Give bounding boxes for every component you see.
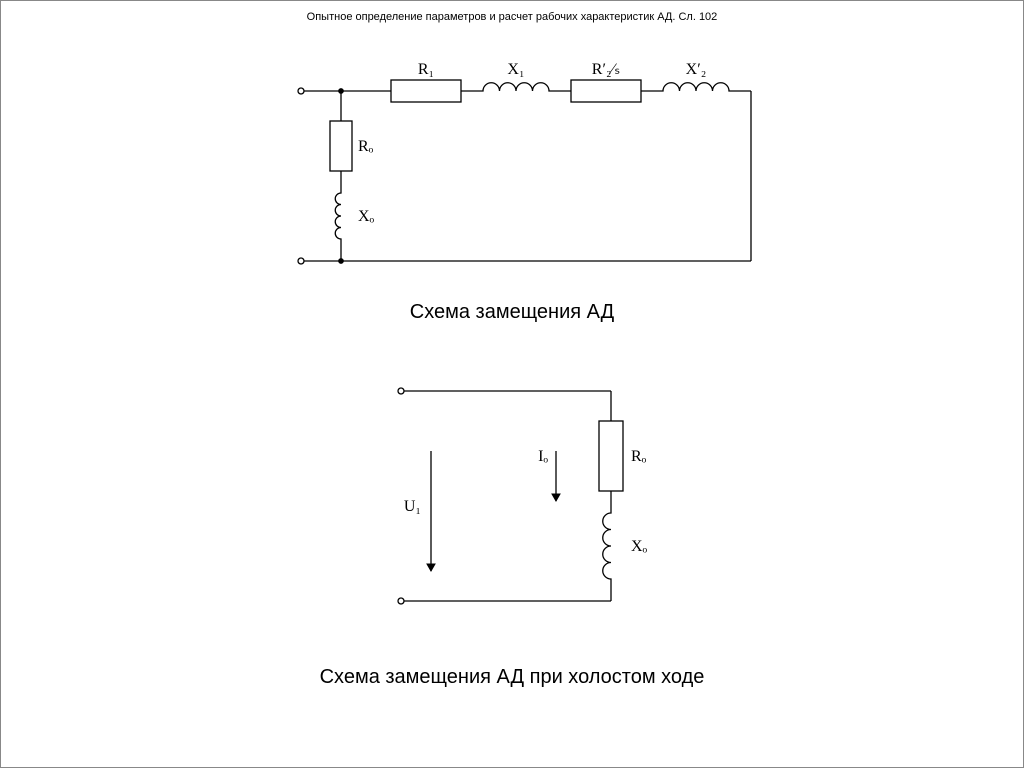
svg-text:Rₒ: Rₒ	[358, 138, 374, 155]
equivalent-circuit-noload: U₁ Iₒ Rₒ Xₒ	[361, 371, 701, 631]
slide: Опытное определение параметров и расчет …	[0, 0, 1024, 768]
svg-text:X₁: X₁	[507, 61, 524, 78]
caption-fig2: Схема замещения АД при холостом ходе	[1, 666, 1023, 689]
svg-text:U₁: U₁	[404, 498, 421, 515]
caption-fig1: Схема замещения АД	[1, 301, 1023, 324]
svg-text:Xₒ: Xₒ	[358, 208, 375, 225]
slide-header: Опытное определение параметров и расчет …	[1, 11, 1023, 23]
svg-text:R′₂⁄ₛ: R′₂⁄ₛ	[592, 61, 620, 78]
svg-text:R₁: R₁	[418, 61, 434, 78]
svg-text:X′₂: X′₂	[686, 61, 707, 78]
caption-fig2-text: Схема замещения АД при холостом ходе	[320, 666, 705, 688]
svg-text:Iₒ: Iₒ	[538, 448, 548, 465]
svg-text:Xₒ: Xₒ	[631, 538, 648, 555]
equivalent-circuit-full: R₁ X₁ R′₂⁄ₛ X′₂ Rₒ Xₒ	[281, 51, 781, 281]
caption-fig1-text: Схема замещения АД	[410, 301, 614, 323]
header-title: Опытное определение параметров и расчет …	[307, 11, 718, 23]
svg-text:Rₒ: Rₒ	[631, 448, 647, 465]
